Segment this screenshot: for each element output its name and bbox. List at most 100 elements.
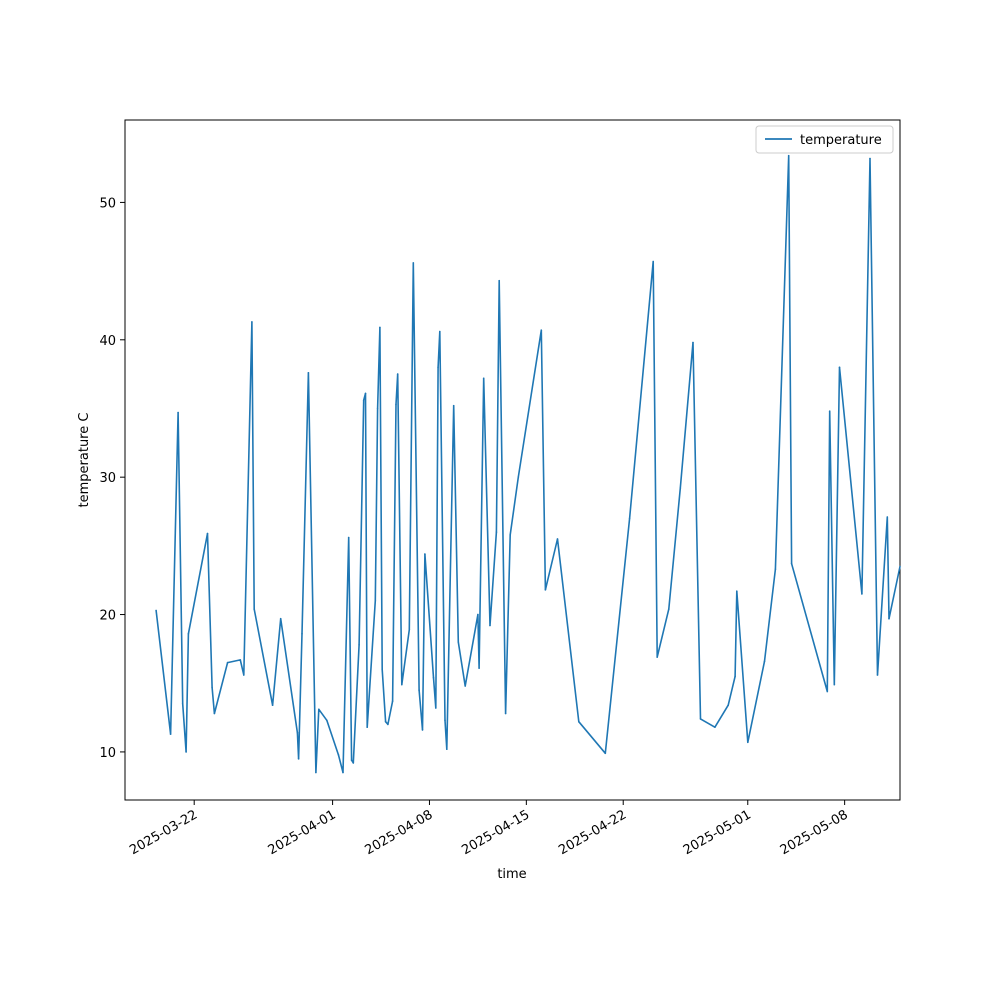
data-point — [211, 686, 213, 689]
data-point — [239, 659, 242, 661]
series-line-temperature — [155, 154, 901, 774]
data-point — [187, 633, 190, 635]
data-point — [604, 752, 607, 755]
data-point — [692, 341, 694, 344]
plot-area-frame — [124, 119, 901, 801]
data-point — [381, 668, 384, 671]
data-point — [424, 553, 426, 555]
data-point — [297, 758, 300, 760]
data-point — [763, 660, 766, 663]
data-point — [435, 707, 437, 709]
data-point — [544, 589, 547, 591]
data-point — [747, 741, 749, 744]
data-point — [509, 534, 512, 536]
data-point — [477, 613, 479, 616]
y-tick-label: 10 — [99, 746, 116, 761]
data-point — [337, 753, 340, 756]
legend: temperature — [755, 125, 894, 154]
y-tick-label: 20 — [99, 609, 116, 624]
data-point — [444, 719, 446, 722]
data-point — [169, 733, 172, 735]
data-point — [396, 373, 399, 375]
data-point — [489, 624, 491, 627]
data-point — [888, 617, 890, 620]
y-axis-label: temperature C — [77, 413, 92, 508]
data-point — [439, 330, 441, 333]
data-point — [279, 617, 282, 620]
data-point — [679, 487, 682, 490]
data-point — [251, 321, 253, 323]
data-point — [578, 720, 580, 723]
data-point — [656, 656, 658, 658]
data-point — [177, 411, 179, 414]
data-point — [350, 759, 353, 761]
data-point — [362, 399, 365, 402]
data-point — [401, 683, 403, 686]
x-axis-label: time — [497, 867, 526, 882]
data-point — [652, 260, 654, 263]
data-point — [833, 683, 836, 686]
y-tick-label: 30 — [99, 471, 116, 486]
data-point — [226, 661, 229, 664]
data-point — [464, 685, 467, 687]
data-point — [774, 568, 777, 570]
data-point — [482, 377, 485, 380]
data-point — [828, 410, 831, 413]
data-point — [446, 748, 448, 750]
y-tick-label: 40 — [99, 334, 116, 349]
data-point — [437, 366, 439, 369]
data-point — [352, 762, 355, 764]
data-point — [376, 407, 379, 410]
data-point — [315, 771, 317, 774]
data-point — [714, 726, 716, 728]
data-point — [326, 719, 328, 722]
data-point — [243, 674, 245, 676]
data-point — [838, 366, 841, 369]
data-point — [861, 593, 863, 595]
data-point — [736, 590, 738, 592]
data-point — [432, 676, 435, 679]
data-point — [181, 703, 184, 705]
data-point — [418, 689, 420, 691]
data-point — [296, 731, 299, 734]
data-point — [358, 644, 360, 646]
data-point — [387, 723, 389, 726]
data-point — [155, 609, 157, 612]
data-point — [457, 641, 460, 643]
data-point — [826, 690, 829, 693]
data-point — [408, 628, 411, 631]
data-point — [790, 562, 793, 565]
data-point — [628, 517, 631, 520]
data-point — [727, 704, 729, 706]
data-point — [185, 751, 187, 753]
data-point — [366, 726, 369, 728]
data-point — [421, 729, 424, 731]
data-point — [787, 154, 790, 157]
data-point — [452, 404, 455, 407]
data-point — [699, 718, 702, 720]
data-point — [206, 532, 209, 535]
legend-box — [755, 125, 894, 154]
series-points — [155, 154, 901, 774]
data-point — [318, 708, 320, 711]
data-point — [412, 262, 415, 264]
data-point — [347, 536, 350, 539]
data-point — [307, 372, 310, 374]
y-axis-ticks: 10 20 30 40 50 — [99, 196, 125, 761]
data-point — [253, 608, 255, 610]
data-point — [364, 392, 367, 395]
data-point — [876, 674, 879, 676]
data-point — [517, 476, 520, 479]
data-point — [301, 633, 303, 635]
data-point — [668, 608, 670, 610]
data-point — [379, 326, 381, 329]
data-point — [391, 700, 394, 702]
data-point — [504, 712, 507, 715]
data-point — [498, 279, 501, 282]
data-point — [271, 704, 274, 706]
data-point — [495, 531, 498, 533]
legend-label-temperature: temperature — [800, 133, 882, 148]
data-point — [540, 329, 543, 332]
